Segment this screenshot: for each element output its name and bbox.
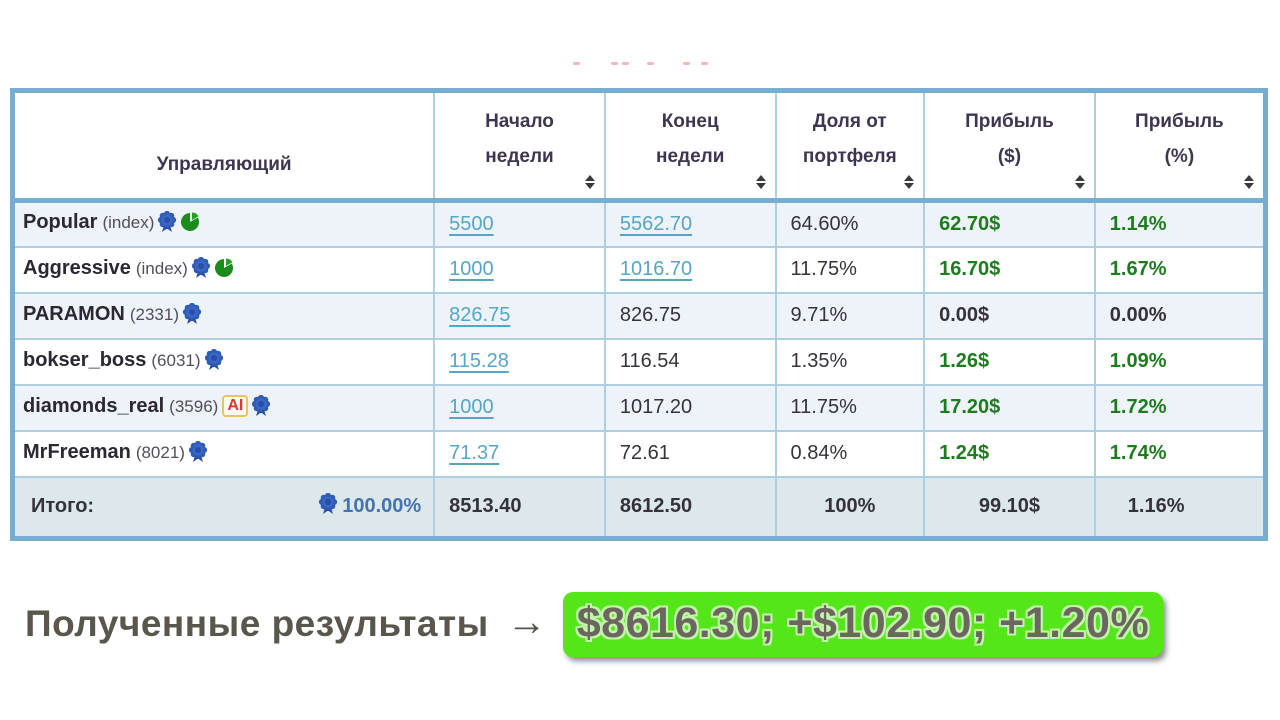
col-header-profit-pct-line1: Прибыль (1135, 111, 1224, 132)
managers-table: Управляющий Начало недели Конец недели Дол… (10, 88, 1268, 541)
total-row: Итого: 100.00% 8513.40 8612.50 100% 99.1… (11, 475, 1267, 540)
medal-icon (191, 256, 211, 283)
total-share-badge: 100.00% (342, 495, 422, 518)
col-header-week-end-line1: Конец (661, 111, 719, 132)
sort-icon (755, 175, 766, 189)
col-header-week-end[interactable]: Конец недели (603, 89, 777, 203)
table-row-mrfreeman: MrFreeman (8021) 71.37 72.61 0.84% 1.24$ … (11, 429, 1267, 478)
table-row-popular: Popular (index) 5500 5562.70 64.60% 62.70… (11, 199, 1267, 248)
result-values: $8616.30; +$102.90; +1.20% (576, 598, 1150, 647)
profit-pct-value: 1.67% (1093, 245, 1267, 294)
total-week-end: 8612.50 (603, 475, 777, 540)
pie-chart-icon[interactable] (180, 212, 200, 237)
col-header-manager: Управляющий (11, 89, 436, 203)
profit-pct-value: 1.74% (1093, 429, 1267, 478)
week-end-value: 116.54 (603, 337, 777, 386)
profit-usd-value: 16.70$ (923, 245, 1096, 294)
profit-pct-value: 1.14% (1093, 199, 1267, 248)
week-start-link[interactable]: 5500 (449, 212, 494, 235)
total-profit-usd: 99.10$ (923, 475, 1096, 540)
portfolio-share-value: 0.84% (774, 429, 926, 478)
manager-name: PARAMON (23, 302, 125, 325)
table-row-paramon: PARAMON (2331) 826.75 826.75 9.71% 0.00$ … (11, 291, 1267, 340)
profit-usd-value: 62.70$ (923, 199, 1096, 248)
total-week-start: 8513.40 (433, 475, 606, 540)
sort-icon (584, 175, 595, 189)
sort-icon (1244, 175, 1254, 189)
manager-name: diamonds_real (23, 394, 165, 417)
medal-icon (318, 493, 338, 520)
manager-name: Aggressive (23, 256, 131, 279)
sort-icon (1074, 175, 1085, 189)
manager-suffix: (2331) (129, 304, 179, 324)
col-header-week-end-line2: недели (655, 146, 725, 167)
profit-pct-value: 0.00% (1093, 291, 1267, 340)
result-highlight-box: $8616.30; +$102.90; +1.20% (562, 591, 1164, 657)
profit-usd-value: 17.20$ (923, 383, 1096, 432)
sort-icon (904, 175, 915, 189)
manager-suffix: (6031) (151, 350, 201, 370)
manager-suffix: (8021) (135, 442, 185, 462)
week-start-link[interactable]: 826.75 (449, 304, 511, 326)
results-label: Полученные результаты (25, 603, 489, 644)
profit-usd-value: 0.00$ (923, 291, 1096, 340)
manager-suffix: (index) (102, 213, 155, 233)
week-end-value: 1017.20 (603, 383, 777, 432)
total-share: 100% (774, 475, 926, 540)
week-end-value: 72.61 (603, 429, 777, 478)
week-end-link[interactable]: 1016.70 (619, 258, 693, 280)
ai-badge: AI (222, 394, 249, 417)
medal-icon (204, 348, 224, 375)
profit-usd-value: 1.26$ (923, 337, 1096, 386)
portfolio-share-value: 1.35% (774, 337, 926, 386)
table-row-bokser-boss: bokser_boss (6031) 115.28 116.54 1.35% 1.… (11, 337, 1267, 386)
right-arrow-icon: → (506, 599, 547, 644)
col-header-portfolio-share-line1: Доля от (812, 111, 887, 132)
medal-icon (157, 211, 177, 237)
manager-suffix: (index) (135, 258, 188, 278)
manager-name: MrFreeman (23, 440, 131, 463)
total-label: Итого: (31, 495, 95, 518)
col-header-profit-pct-line2: (%) (1164, 146, 1195, 167)
col-header-profit-usd[interactable]: Прибыль ($) (923, 89, 1096, 203)
portfolio-share-value: 11.75% (774, 245, 926, 294)
medal-icon (188, 440, 208, 467)
table-row-diamonds-real: diamonds_real (3596) AI 1000 1017.20 11.75… (11, 383, 1267, 432)
week-start-link[interactable]: 71.37 (449, 442, 500, 464)
col-header-week-start[interactable]: Начало недели (433, 89, 606, 203)
pie-chart-icon[interactable] (214, 257, 234, 283)
col-header-manager-label: Управляющий (156, 154, 292, 175)
table-row-aggressive: Aggressive (index) 1000 1016.70 11.75% 16… (11, 245, 1267, 294)
profit-pct-value: 1.09% (1093, 337, 1267, 386)
portfolio-share-value: 9.71% (774, 291, 926, 340)
manager-suffix: (3596) (169, 396, 219, 416)
portfolio-share-value: 64.60% (774, 199, 926, 248)
week-end-link[interactable]: 5562.70 (619, 212, 693, 235)
medal-icon (251, 394, 271, 421)
col-header-profit-pct[interactable]: Прибыль (%) (1093, 89, 1267, 203)
medal-icon (182, 302, 202, 329)
col-header-week-start-line1: Начало (485, 111, 554, 132)
manager-name: bokser_boss (23, 348, 147, 371)
week-start-link[interactable]: 1000 (449, 258, 494, 280)
total-profit-pct: 1.16% (1093, 475, 1267, 540)
managers-table-wrapper: Управляющий Начало недели Конец недели Дол… (10, 88, 1268, 541)
profit-pct-value: 1.72% (1093, 383, 1267, 432)
col-header-profit-usd-line1: Прибыль (965, 111, 1054, 132)
col-header-profit-usd-line2: ($) (997, 146, 1022, 167)
col-header-week-start-line2: недели (485, 146, 554, 167)
week-start-link[interactable]: 115.28 (449, 350, 509, 372)
manager-name: Popular (23, 211, 98, 234)
week-start-link[interactable]: 1000 (449, 396, 494, 418)
col-header-portfolio-share[interactable]: Доля от портфеля (774, 89, 926, 203)
header-row: Управляющий Начало недели Конец недели Дол… (11, 89, 1267, 203)
cropped-title-fragments (0, 60, 1280, 68)
profit-usd-value: 1.24$ (923, 429, 1096, 478)
week-end-value: 826.75 (603, 291, 777, 340)
results-line: Полученные результаты → $8616.30; +$102.… (0, 588, 1280, 660)
col-header-portfolio-share-line2: портфеля (802, 146, 897, 167)
portfolio-share-value: 11.75% (774, 383, 926, 432)
